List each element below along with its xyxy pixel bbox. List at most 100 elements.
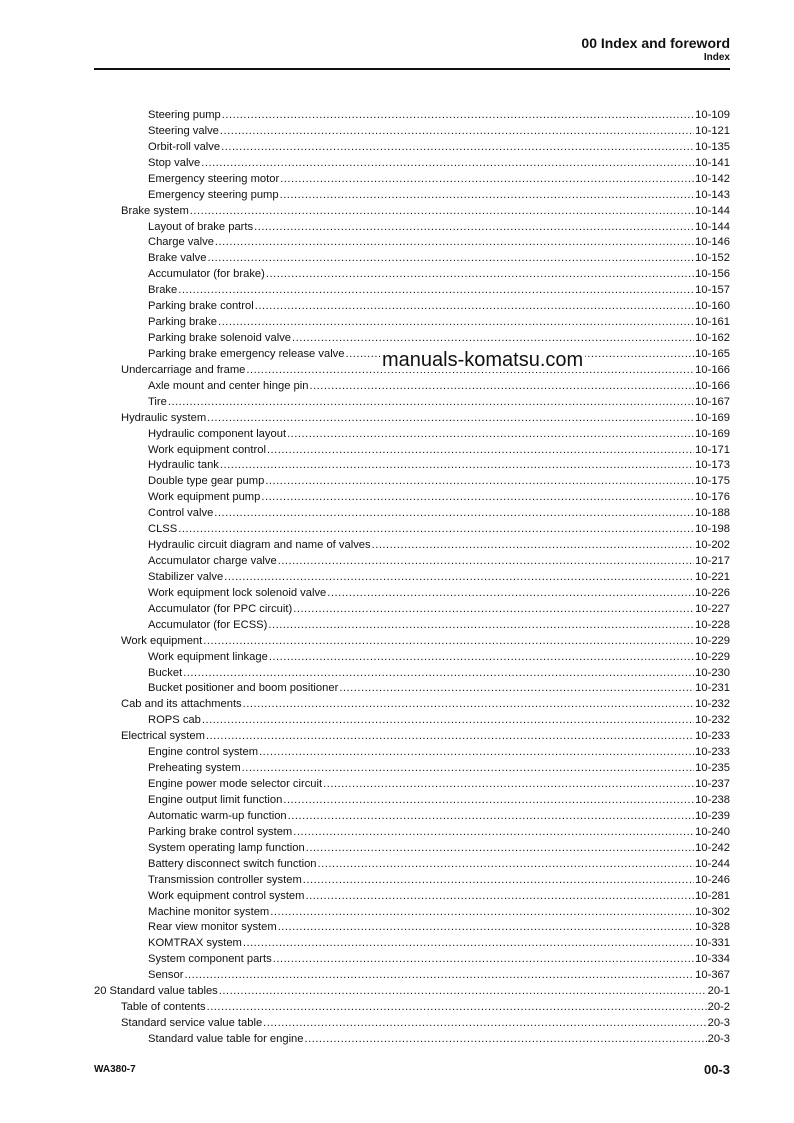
dot-leader xyxy=(293,824,694,840)
entry-page: 10-331 xyxy=(695,937,730,950)
index-entry: Bucket positioner and boom positioner 10-… xyxy=(148,680,730,696)
dot-leader xyxy=(305,888,694,904)
entry-page: 10-244 xyxy=(695,857,730,870)
entry-label: Parking brake control xyxy=(148,300,254,313)
index-entry: Rear view monitor system 10-328 xyxy=(148,919,730,935)
index-entry: Steering pump 10-109 xyxy=(148,107,730,123)
index-entry: CLSS 10-198 xyxy=(148,521,730,537)
entry-page: 10-334 xyxy=(695,953,730,966)
index-entry: Parking brake 10-161 xyxy=(148,314,730,330)
entry-page: 10-156 xyxy=(695,268,730,281)
dot-leader xyxy=(323,776,694,792)
header-rule xyxy=(94,68,730,70)
index-entry: Emergency steering pump 10-143 xyxy=(148,187,730,203)
entry-label: CLSS xyxy=(148,523,178,536)
dot-leader xyxy=(255,298,694,314)
entry-page: 10-175 xyxy=(695,475,730,488)
index-entry: Control valve 10-188 xyxy=(148,505,730,521)
dot-leader xyxy=(222,107,694,123)
index-entry: Cab and its attachments 10-232 xyxy=(121,696,730,712)
entry-label: Hydraulic component layout xyxy=(148,427,287,440)
index-entry: Parking brake control 10-160 xyxy=(148,298,730,314)
entry-label: Transmission controller system xyxy=(148,873,302,886)
index-entry: Stop valve 10-141 xyxy=(148,155,730,171)
dot-leader xyxy=(259,744,694,760)
dot-leader xyxy=(221,139,694,155)
entry-page: 10-144 xyxy=(695,204,730,217)
entry-page: 10-161 xyxy=(695,316,730,329)
entry-page: 10-217 xyxy=(695,555,730,568)
entry-label: Rear view monitor system xyxy=(148,921,277,934)
entry-page: 10-169 xyxy=(695,427,730,440)
index-entry: Preheating system 10-235 xyxy=(148,760,730,776)
index-entry: Engine control system 10-233 xyxy=(148,744,730,760)
index-entry: Parking brake solenoid valve 10-162 xyxy=(148,330,730,346)
entry-label: Accumulator (for ECSS) xyxy=(148,618,268,631)
entry-label: Hydraulic circuit diagram and name of va… xyxy=(148,539,371,552)
entry-page: 10-281 xyxy=(695,889,730,902)
entry-page: 10-135 xyxy=(695,140,730,153)
entry-label: Work equipment xyxy=(121,634,203,647)
entry-page: 10-152 xyxy=(695,252,730,265)
entry-label: Standard value table for engine xyxy=(148,1032,304,1045)
entry-page: 20-3 xyxy=(707,1017,730,1029)
index-entry: Work equipment pump 10-176 xyxy=(148,489,730,505)
entry-label: Machine monitor system xyxy=(148,905,270,918)
entry-page: 20-2 xyxy=(707,1001,730,1014)
index-entry: Machine monitor system 10-302 xyxy=(148,904,730,920)
index-entry: Work equipment linkage 10-229 xyxy=(148,649,730,665)
dot-leader xyxy=(178,521,694,537)
dot-leader xyxy=(184,967,694,983)
footer-model: WA380-7 xyxy=(94,1064,136,1075)
dot-leader xyxy=(280,187,695,203)
entry-label: Electrical system xyxy=(121,730,205,743)
entry-page: 10-176 xyxy=(695,491,730,504)
dot-leader xyxy=(201,155,694,171)
entry-page: 10-367 xyxy=(695,969,730,982)
entry-page: 10-233 xyxy=(695,730,730,743)
dot-leader xyxy=(288,808,694,824)
entry-page: 10-109 xyxy=(695,109,730,121)
entry-page: 10-229 xyxy=(695,634,730,647)
index-entry: Hydraulic tank 10-173 xyxy=(148,457,730,473)
dot-leader xyxy=(261,489,694,505)
entry-label: Steering pump xyxy=(148,109,221,121)
dot-leader xyxy=(269,649,694,665)
dot-leader xyxy=(219,983,707,999)
dot-leader xyxy=(207,250,694,266)
entry-page: 10-239 xyxy=(695,809,730,822)
index-entry: Orbit-roll valve 10-135 xyxy=(148,139,730,155)
index-entry: Standard value table for engine 20-3 xyxy=(148,1031,730,1047)
dot-leader xyxy=(215,234,694,250)
entry-page: 10-228 xyxy=(695,618,730,631)
index-entry: Battery disconnect switch function 10-244 xyxy=(148,856,730,872)
entry-page: 10-328 xyxy=(695,921,730,934)
entry-page: 10-221 xyxy=(695,570,730,583)
entry-label: ROPS cab xyxy=(148,714,201,727)
entry-page: 10-144 xyxy=(695,220,730,233)
dot-leader xyxy=(268,617,694,633)
dot-leader xyxy=(242,760,695,776)
index-entry: Work equipment control 10-171 xyxy=(148,442,730,458)
entry-page: 10-166 xyxy=(695,379,730,392)
entry-page: 10-233 xyxy=(695,746,730,759)
entry-label: Engine control system xyxy=(148,746,259,759)
entry-label: Stop valve xyxy=(148,156,201,169)
dot-leader xyxy=(292,330,694,346)
entry-page: 10-166 xyxy=(695,363,730,376)
entry-page: 10-232 xyxy=(695,698,730,711)
dot-leader xyxy=(280,171,694,187)
entry-page: 10-198 xyxy=(695,523,730,536)
entry-label: Emergency steering pump xyxy=(148,188,279,201)
entry-page: 10-188 xyxy=(695,507,730,520)
index-entry: Double type gear pump 10-175 xyxy=(148,473,730,489)
entry-label: Parking brake emergency release valve xyxy=(148,347,345,360)
entry-label: Work equipment linkage xyxy=(148,650,268,663)
entry-page: 10-242 xyxy=(695,841,730,854)
header-subtitle: Index xyxy=(703,52,730,63)
entry-page: 10-173 xyxy=(695,459,730,472)
index-entry: Emergency steering motor 10-142 xyxy=(148,171,730,187)
entry-label: Hydraulic tank xyxy=(148,459,219,472)
entry-page: 10-142 xyxy=(695,172,730,185)
